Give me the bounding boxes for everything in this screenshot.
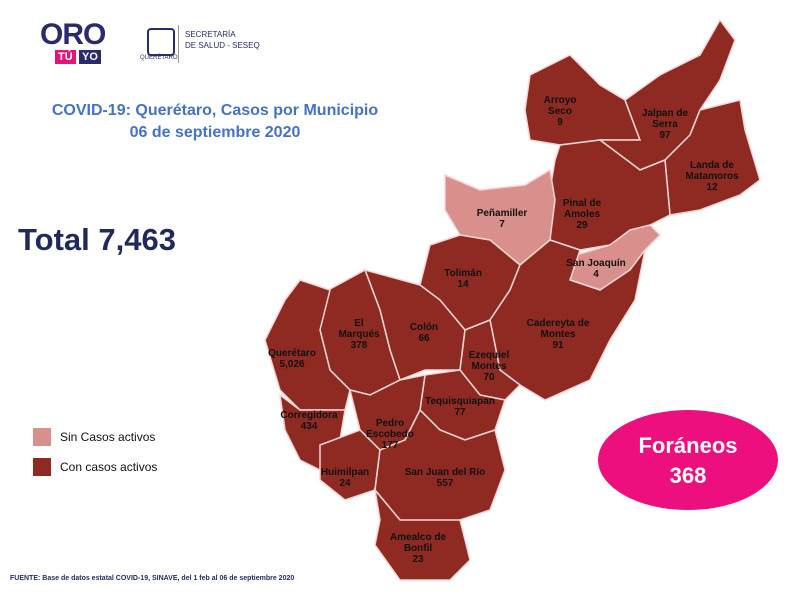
municipality-name: Amealco de Bonfil	[389, 532, 447, 554]
agency-line1: SECRETARÍA	[185, 30, 236, 39]
municipality-name: El Marqués	[338, 318, 380, 340]
municipality-label: Jalpan de Serra 97	[635, 108, 695, 141]
source: FUENTE: Base de datos estatal COVID-19, …	[10, 575, 295, 582]
municipality-name: Cadereyta de Montes	[526, 318, 590, 340]
municipality	[373, 487, 471, 581]
municipality-name: Huimilpan	[320, 467, 370, 478]
municipality-count: 9	[557, 117, 563, 128]
municipality-label: Huimilpan 24	[315, 467, 375, 489]
legend-label: Con casos activos	[60, 460, 158, 474]
municipality-name: Corregidora	[280, 410, 338, 421]
municipality-name: Ezequiel Montes	[468, 350, 510, 372]
municipality-label: Arroyo Seco 9	[535, 95, 585, 128]
municipality-name: Colón	[409, 322, 439, 333]
municipality-count: 66	[418, 333, 430, 344]
municipality-label: El Marqués 378	[334, 318, 384, 351]
municipality-count: 557	[436, 478, 454, 489]
municipality-label: Ezequiel Montes 70	[459, 350, 519, 383]
total: Total 7,463	[18, 222, 176, 257]
municipality-label: Colón 66	[399, 322, 449, 344]
municipality-count: 4	[593, 269, 599, 280]
logo-oro: ORO	[40, 18, 106, 51]
municipality-label: Cadereyta de Montes 91	[518, 318, 598, 351]
municipality-count: 97	[659, 130, 671, 141]
municipality-label: Amealco de Bonfil 23	[388, 532, 448, 565]
legend-label: Sin Casos activos	[60, 430, 156, 444]
municipality-count: 378	[350, 340, 368, 351]
municipality-count: 177	[381, 440, 399, 451]
municipality	[664, 99, 761, 216]
municipality-count: 24	[339, 478, 351, 489]
legend-swatch	[33, 458, 51, 476]
municipality-label: Pedro Escobedo 177	[365, 418, 415, 451]
foraneos-count: 368	[669, 463, 707, 488]
municipality-count: 434	[300, 421, 318, 432]
municipality-count: 91	[552, 340, 564, 351]
municipality-name: Tolimán	[444, 268, 482, 279]
municipality-name: San Juan del Río	[404, 467, 486, 478]
municipality-count: 29	[576, 220, 588, 231]
title-line2: 06 de septiembre 2020	[129, 124, 301, 141]
municipality-name: Tequisquiapan	[425, 396, 495, 407]
municipality-name: Pedro Escobedo	[366, 418, 414, 440]
state-label: QUERÉTARO	[140, 55, 178, 61]
foraneos-label: Foráneos	[638, 433, 738, 458]
foraneos-badge	[598, 410, 778, 510]
municipality-name: Querétaro	[268, 348, 316, 359]
title-line1: COVID-19: Querétaro, Casos por Municipio	[51, 102, 379, 119]
municipality-count: 77	[454, 407, 466, 418]
logo-yo: YO	[79, 50, 101, 64]
municipality-name: Arroyo Seco	[543, 95, 577, 117]
municipality-name: Peñamiller	[476, 208, 528, 219]
municipality-label: Pinal de Amoles 29	[557, 198, 607, 231]
municipality-count: 5,026	[279, 359, 305, 370]
municipality-name: Jalpan de Serra	[641, 108, 689, 130]
shield-icon	[147, 28, 175, 56]
municipality-name: San Joaquín	[566, 258, 626, 269]
municipality-count: 70	[483, 372, 495, 383]
municipality-label: Querétaro 5,026	[262, 348, 322, 370]
municipality-count: 14	[457, 279, 469, 290]
municipality-count: 12	[706, 182, 718, 193]
municipality-label: Tequisquiapan 77	[420, 396, 500, 418]
municipality-label: Corregidora 434	[279, 410, 339, 432]
agency-line2: DE SALUD - SESEQ	[185, 41, 260, 50]
municipality-name: Pinal de Amoles	[562, 198, 602, 220]
divider	[178, 25, 179, 63]
municipality-label: San Joaquín 4	[561, 258, 631, 280]
municipality-label: Peñamiller 7	[467, 208, 537, 230]
municipality-count: 7	[499, 219, 505, 230]
municipality-name: Landa de Matamoros	[685, 160, 739, 182]
municipality-label: Landa de Matamoros 12	[677, 160, 747, 193]
legend-swatch	[33, 428, 51, 446]
logo-tu: TÚ	[55, 50, 76, 64]
municipality-count: 23	[412, 554, 424, 565]
municipality-label: San Juan del Río 557	[400, 467, 490, 489]
municipality-label: Tolimán 14	[438, 268, 488, 290]
